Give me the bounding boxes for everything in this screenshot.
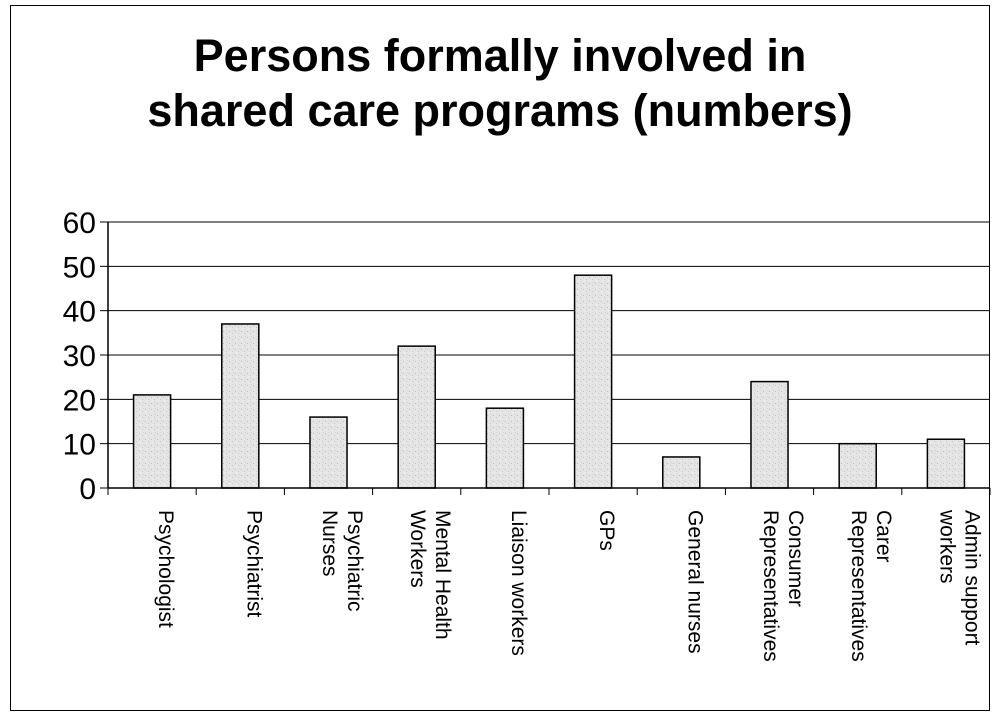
chart-frame: [10, 5, 990, 711]
bar: [397, 345, 436, 489]
bar: [573, 274, 613, 489]
y-tick-label: 20: [63, 384, 96, 417]
x-category-label: Representatives: [847, 510, 870, 662]
bars: [132, 274, 966, 489]
x-category-label: Carer: [872, 510, 895, 563]
bar: [662, 456, 701, 489]
x-category-label: Liaison workers: [507, 510, 530, 656]
x-category-label: workers: [935, 509, 958, 584]
bar: [750, 380, 789, 489]
chart-title: Persons formally involved in shared care…: [147, 30, 853, 136]
bar: [838, 442, 877, 489]
y-tick-label: 60: [63, 207, 96, 240]
y-tick-label: 0: [79, 473, 96, 506]
x-category-label: Psychiatric: [343, 510, 366, 612]
y-tick-label: 10: [63, 429, 96, 462]
bar: [485, 407, 525, 489]
x-category-label: GPs: [595, 510, 618, 551]
bar: [221, 323, 260, 489]
bar: [309, 416, 348, 489]
x-category-label: Admin support: [960, 510, 983, 646]
x-category-label: Psychiatrist: [242, 510, 265, 618]
x-category-label: General nurses: [683, 510, 706, 654]
x-category-label: Nurses: [318, 510, 341, 577]
x-category-label: Consumer: [784, 510, 807, 607]
x-category-labels: Psychologist Psychiatrist PsychiatricNurse…: [154, 509, 983, 662]
x-category-label: Mental Health: [431, 510, 454, 640]
x-category-label: Workers: [406, 510, 429, 588]
y-tick-labels: 0 10 20 30 40 50 60: [63, 207, 96, 506]
y-tick-label: 50: [63, 251, 96, 284]
x-category-label: Psychologist: [154, 510, 177, 628]
bar: [926, 438, 966, 489]
y-tick-label: 30: [63, 340, 96, 373]
y-tick-label: 40: [63, 296, 96, 329]
x-category-label: Representatives: [759, 510, 782, 662]
bar: [132, 394, 172, 489]
axes: [100, 221, 991, 495]
